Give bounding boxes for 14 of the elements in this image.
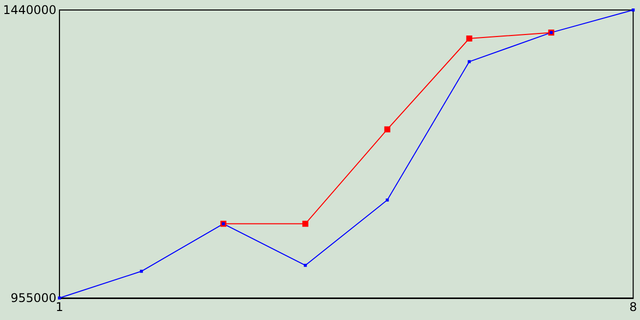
point xyxy=(466,36,472,42)
point xyxy=(468,60,471,64)
point xyxy=(140,270,143,273)
x-tick-label: 1 xyxy=(56,300,64,314)
point xyxy=(304,264,307,267)
x-tick-label: 8 xyxy=(629,300,638,314)
y-tick-label: 1440000 xyxy=(2,3,56,17)
point xyxy=(632,8,635,12)
point xyxy=(384,126,390,132)
y-tick-label: 955000 xyxy=(10,291,56,305)
point xyxy=(302,220,308,227)
point xyxy=(58,296,61,300)
point xyxy=(386,198,389,202)
line-series xyxy=(58,8,635,300)
